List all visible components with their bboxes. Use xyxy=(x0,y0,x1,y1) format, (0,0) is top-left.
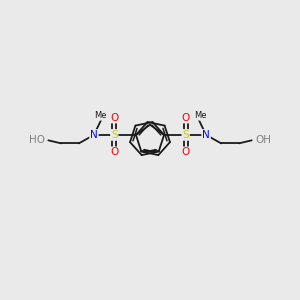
Text: Me: Me xyxy=(194,111,206,120)
Text: S: S xyxy=(111,130,118,140)
Text: O: O xyxy=(110,112,118,122)
Text: O: O xyxy=(110,147,118,157)
Text: O: O xyxy=(182,147,190,157)
Text: O: O xyxy=(182,112,190,122)
Text: S: S xyxy=(182,130,189,140)
Text: HO: HO xyxy=(29,135,45,145)
Text: N: N xyxy=(90,130,98,140)
Text: OH: OH xyxy=(255,135,271,145)
Text: N: N xyxy=(202,130,210,140)
Text: Me: Me xyxy=(94,111,106,120)
